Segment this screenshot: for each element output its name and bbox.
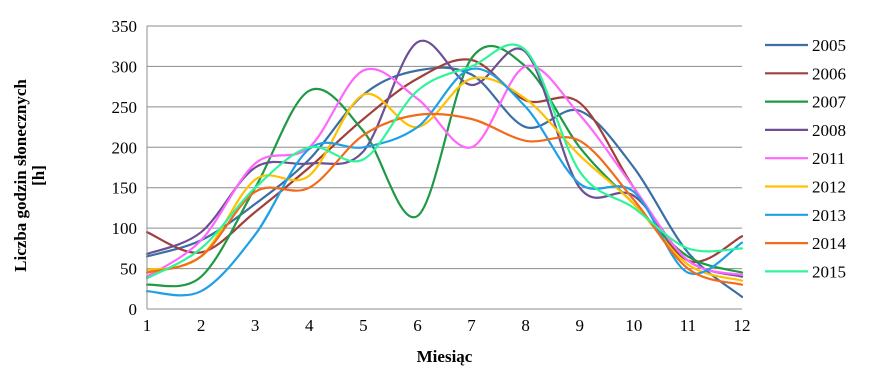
y-tick-label: 300 [112, 57, 138, 76]
y-tick-label: 0 [129, 300, 138, 319]
y-tick-label: 250 [112, 98, 138, 117]
legend-label-2005: 2005 [812, 36, 846, 55]
y-tick-labels: 0 50 100 150 200 250 300 350 [112, 17, 138, 319]
x-tick-label: 8 [521, 316, 530, 335]
x-tick-label: 6 [413, 316, 422, 335]
series-line-2013 [145, 67, 744, 297]
y-axis-title-line: Liczba godzin słonecznych [11, 79, 30, 272]
x-tick-label: 9 [575, 316, 584, 335]
axes [146, 26, 742, 310]
x-tick-label: 5 [359, 316, 368, 335]
series-line-2012 [145, 76, 744, 282]
legend-label-2015: 2015 [812, 262, 846, 281]
legend-label-2013: 2013 [812, 206, 846, 225]
x-tick-label: 12 [734, 316, 751, 335]
y-tick-label: 100 [112, 219, 138, 238]
y-axis-title: Liczba godzin słonecznych [h] [11, 79, 48, 272]
grid-lines [147, 25, 742, 270]
x-tick-labels: 1 2 3 4 5 6 7 8 9 10 11 12 [143, 316, 751, 335]
y-tick-label: 50 [120, 260, 137, 279]
y-tick-label: 200 [112, 138, 138, 157]
series-line-2008 [145, 39, 744, 278]
y-tick-label: 150 [112, 179, 138, 198]
legend-label-2011: 2011 [812, 149, 845, 168]
legend-label-2012: 2012 [812, 178, 846, 197]
x-tick-label: 10 [625, 316, 642, 335]
y-tick-label: 350 [112, 17, 138, 36]
x-tick-label: 7 [467, 316, 476, 335]
x-tick-label: 3 [251, 316, 260, 335]
x-tick-label: 2 [197, 316, 206, 335]
series-line-2005 [145, 66, 744, 298]
series-line-2007 [145, 44, 744, 288]
x-tick-label: 4 [305, 316, 314, 335]
series-line-2014 [145, 112, 744, 286]
series-lines [145, 39, 744, 298]
x-tick-label: 11 [680, 316, 696, 335]
legend-label-2006: 2006 [812, 64, 846, 83]
legend-label-2014: 2014 [812, 234, 847, 253]
series-line-2015 [145, 43, 744, 280]
x-tick-label: 1 [143, 316, 152, 335]
x-axis-title: Miesiąc [417, 347, 473, 366]
series-line-2006 [145, 58, 744, 264]
legend-label-2007: 2007 [812, 93, 847, 112]
legend: 2005 2006 2007 2008 2011 2012 2013 2014 2015 [765, 36, 847, 281]
y-axis-title-line: [h] [29, 165, 48, 186]
legend-label-2008: 2008 [812, 121, 846, 140]
series-line-2011 [145, 64, 744, 278]
